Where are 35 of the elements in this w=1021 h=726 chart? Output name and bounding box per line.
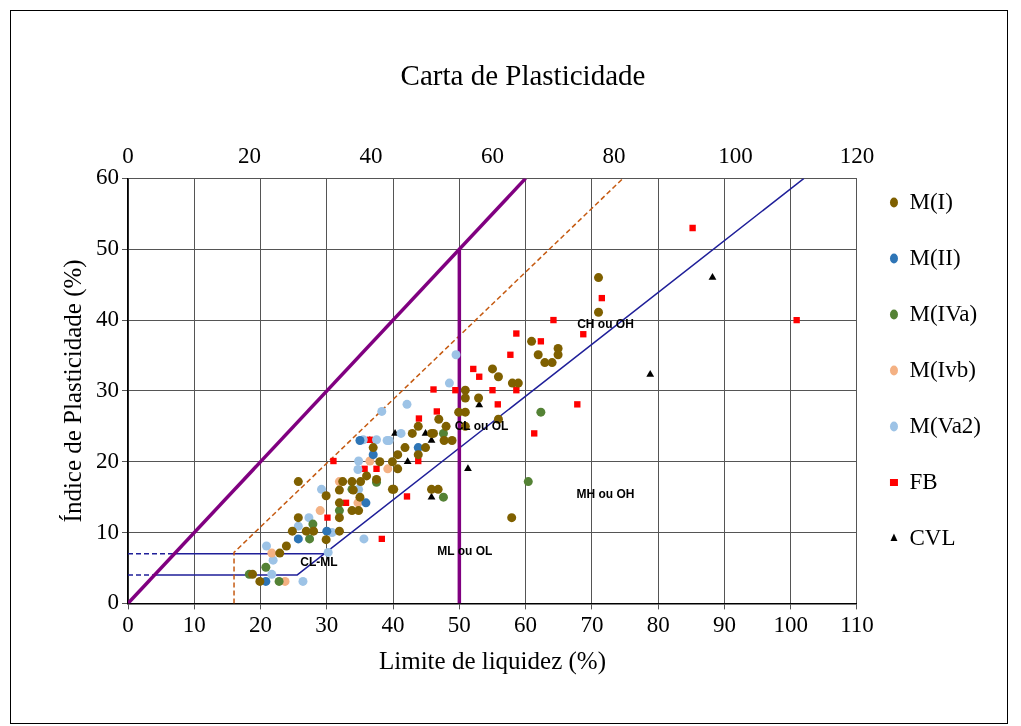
x-tick-label: 30 [315, 612, 339, 638]
x-tick-label: 70 [580, 612, 604, 638]
legend-label: FB [909, 468, 938, 494]
x2-tick-label: 60 [480, 142, 504, 168]
chart-title: Carta de Plasticidade [400, 59, 646, 92]
y-tick-label: 30 [96, 376, 119, 402]
x2-tick-label: 120 [839, 142, 875, 168]
legend-label: M(Ivb) [909, 356, 976, 382]
x-tick-label: 90 [712, 612, 736, 638]
y-tick-label: 10 [96, 518, 119, 544]
y-tick-label: 40 [96, 306, 119, 332]
x-axis-title: Limite de liquidez (%) [378, 646, 606, 675]
x2-tick-label: 20 [237, 142, 261, 168]
x-tick-label: 20 [249, 612, 273, 638]
x2-tick-label: 80 [602, 142, 626, 168]
y-tick-label: 60 [96, 164, 119, 190]
legend-label: CVL [909, 524, 956, 550]
x2-tick-label: 40 [359, 142, 383, 168]
x-tick-label: 80 [646, 612, 670, 638]
y-tick-label: 0 [107, 589, 119, 615]
x2-tick-label: 100 [718, 142, 753, 168]
y-tick-label: 20 [96, 447, 119, 473]
x-tick-label: 50 [447, 612, 471, 638]
annotation: CL ou OL [454, 419, 509, 434]
y-tick-label: 50 [96, 235, 119, 261]
x-tick-label: 110 [840, 612, 874, 638]
legend-label: M(I) [909, 188, 953, 214]
x-tick-label: 40 [381, 612, 405, 638]
x-tick-label: 100 [773, 612, 808, 638]
x-tick-label: 10 [182, 612, 206, 638]
legend-label: M(Va2) [909, 412, 982, 438]
y-axis-title: Índice de Plasticidade (%) [58, 259, 87, 523]
legend-label: M(II) [909, 244, 961, 270]
legend-label: M(IVa) [909, 300, 978, 326]
x-tick-label: 60 [514, 612, 538, 638]
